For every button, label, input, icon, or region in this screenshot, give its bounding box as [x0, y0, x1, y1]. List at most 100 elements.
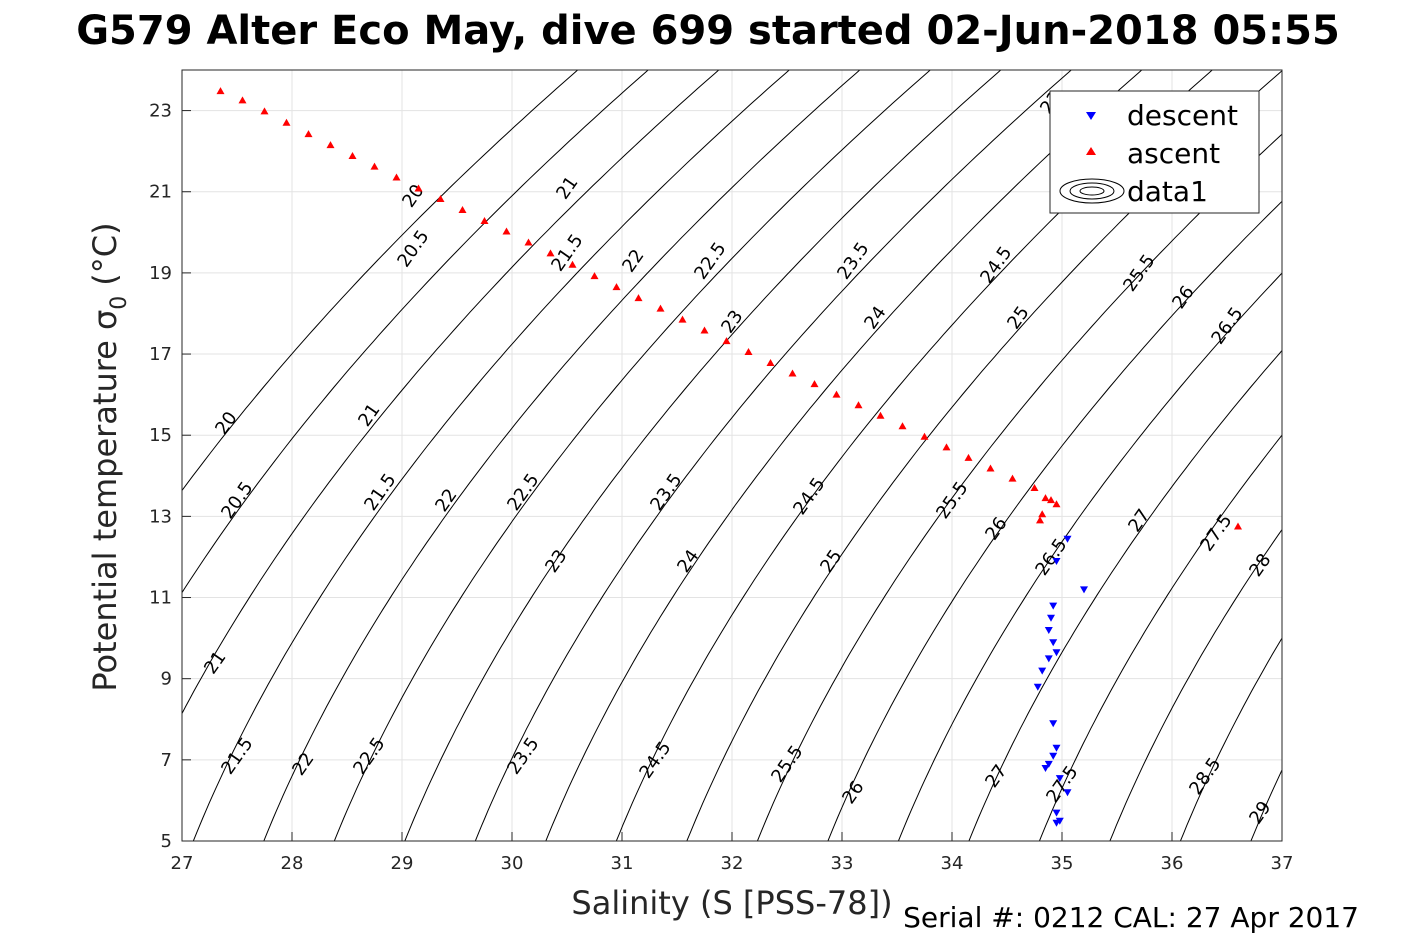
y-tick-label: 19 — [149, 263, 172, 284]
ascent-point — [568, 260, 577, 268]
descent-point — [1049, 720, 1058, 728]
x-tick-label: 37 — [1271, 853, 1294, 874]
legend-label-data1: data1 — [1127, 175, 1208, 208]
x-tick-label: 29 — [391, 853, 414, 874]
isopycnal-line — [404, 70, 1002, 841]
x-tick-label: 33 — [831, 853, 854, 874]
x-tick-label: 30 — [501, 853, 524, 874]
ascent-point — [876, 411, 885, 419]
isopycnal-line — [263, 70, 861, 841]
isopycnal-line — [827, 200, 1282, 841]
ascent-point — [502, 227, 511, 235]
isopycnal-line — [1250, 768, 1282, 841]
ascent-point — [964, 453, 973, 461]
ascent-point — [656, 304, 665, 312]
ascent-point — [986, 464, 995, 472]
legend-marker-contour — [1059, 178, 1125, 204]
descent-point — [1044, 655, 1053, 663]
ascent-point — [348, 152, 357, 159]
x-tick-label: 27 — [171, 853, 194, 874]
ascent-point — [1052, 500, 1061, 508]
x-tick-label: 34 — [941, 853, 964, 874]
ascent-point — [370, 162, 379, 170]
isopycnal-line — [897, 272, 1282, 841]
descent-point — [1063, 535, 1072, 543]
data-points — [216, 87, 1242, 827]
isopycnal-line — [474, 70, 1073, 841]
ascent-point — [1047, 496, 1055, 504]
descent-point — [1041, 765, 1050, 772]
ascent-point — [1036, 516, 1044, 524]
ascent-point — [282, 118, 291, 126]
serial-cal-footer: Serial #: 0212 CAL: 27 Apr 2017 — [903, 901, 1359, 934]
descent-point — [1044, 627, 1053, 634]
legend-marker-descent — [1086, 112, 1096, 120]
descent-point — [1049, 639, 1058, 647]
ascent-point — [1008, 474, 1017, 482]
descent-point — [1052, 649, 1061, 657]
ascent-point — [392, 173, 401, 181]
isopycnal-line — [1038, 434, 1282, 841]
descent-point — [1055, 817, 1064, 825]
ascent-point — [590, 272, 599, 280]
descent-point — [1055, 775, 1064, 783]
ascent-point — [238, 96, 247, 104]
ascent-point — [700, 326, 709, 334]
y-tick-label: 5 — [161, 831, 172, 852]
descent-point — [1047, 614, 1055, 622]
ascent-point — [788, 369, 797, 377]
ascent-point — [898, 422, 907, 430]
ascent-point — [920, 432, 929, 440]
y-axis-label-unit: (°C) — [86, 222, 124, 285]
isopycnal-line — [182, 70, 720, 715]
x-tick-label: 36 — [1161, 853, 1184, 874]
y-tick-label: 13 — [149, 506, 172, 527]
descent-point — [1080, 586, 1088, 594]
descent-point — [1052, 809, 1061, 817]
descent-point — [1049, 752, 1058, 760]
y-tick-label: 23 — [149, 101, 172, 122]
descent-point — [1049, 602, 1058, 610]
y-tick-label: 11 — [149, 588, 172, 609]
ascent-point — [1234, 522, 1242, 530]
x-tick-label: 31 — [611, 853, 634, 874]
density-contours — [182, 70, 1282, 841]
descent-point — [1052, 558, 1061, 565]
x-axis-label: Salinity (S [PSS-78]) — [571, 884, 892, 922]
y-tick-label: 17 — [149, 344, 172, 365]
y-tick-label: 15 — [149, 425, 172, 446]
descent-point — [1044, 760, 1053, 768]
ascent-point — [1038, 510, 1047, 518]
ascent-point — [634, 294, 643, 302]
x-tick-label: 35 — [1051, 853, 1074, 874]
descent-point — [1052, 744, 1061, 752]
isopycnal-line — [968, 349, 1282, 841]
descent-point — [1063, 789, 1072, 797]
ascent-point — [546, 249, 555, 257]
ascent-point — [942, 443, 951, 451]
ascent-point — [854, 401, 863, 409]
y-tick-label: 21 — [149, 182, 172, 203]
legend-marker-ascent — [1086, 147, 1096, 155]
descent-point — [1038, 667, 1047, 675]
ascent-point — [810, 380, 819, 388]
y-axis-label: Potential temperature σ0 (°C) — [86, 222, 132, 691]
descent-point — [1033, 683, 1042, 691]
isopycnal-line — [192, 70, 791, 841]
legend-label-ascent: ascent — [1127, 137, 1220, 170]
axis-ticks: 27 28 29 30 31 32 33 34 35 36 37 5 7 9 11 13 15 17 19 21 23 — [149, 101, 1293, 874]
ascent-point — [216, 87, 225, 95]
ascent-point — [524, 238, 533, 246]
ascent-point — [1030, 484, 1039, 491]
isopycnal-line — [1179, 637, 1282, 841]
isopycnal-line — [333, 70, 932, 841]
ascent-point — [480, 217, 489, 224]
ascent-point — [1041, 494, 1050, 502]
ascent-point — [326, 141, 335, 149]
ascent-point — [260, 107, 269, 115]
y-axis-label-subscript: 0 — [107, 296, 132, 310]
isopycnal-line — [545, 70, 1143, 841]
x-tick-label: 28 — [281, 853, 304, 874]
ascent-point — [678, 315, 687, 323]
